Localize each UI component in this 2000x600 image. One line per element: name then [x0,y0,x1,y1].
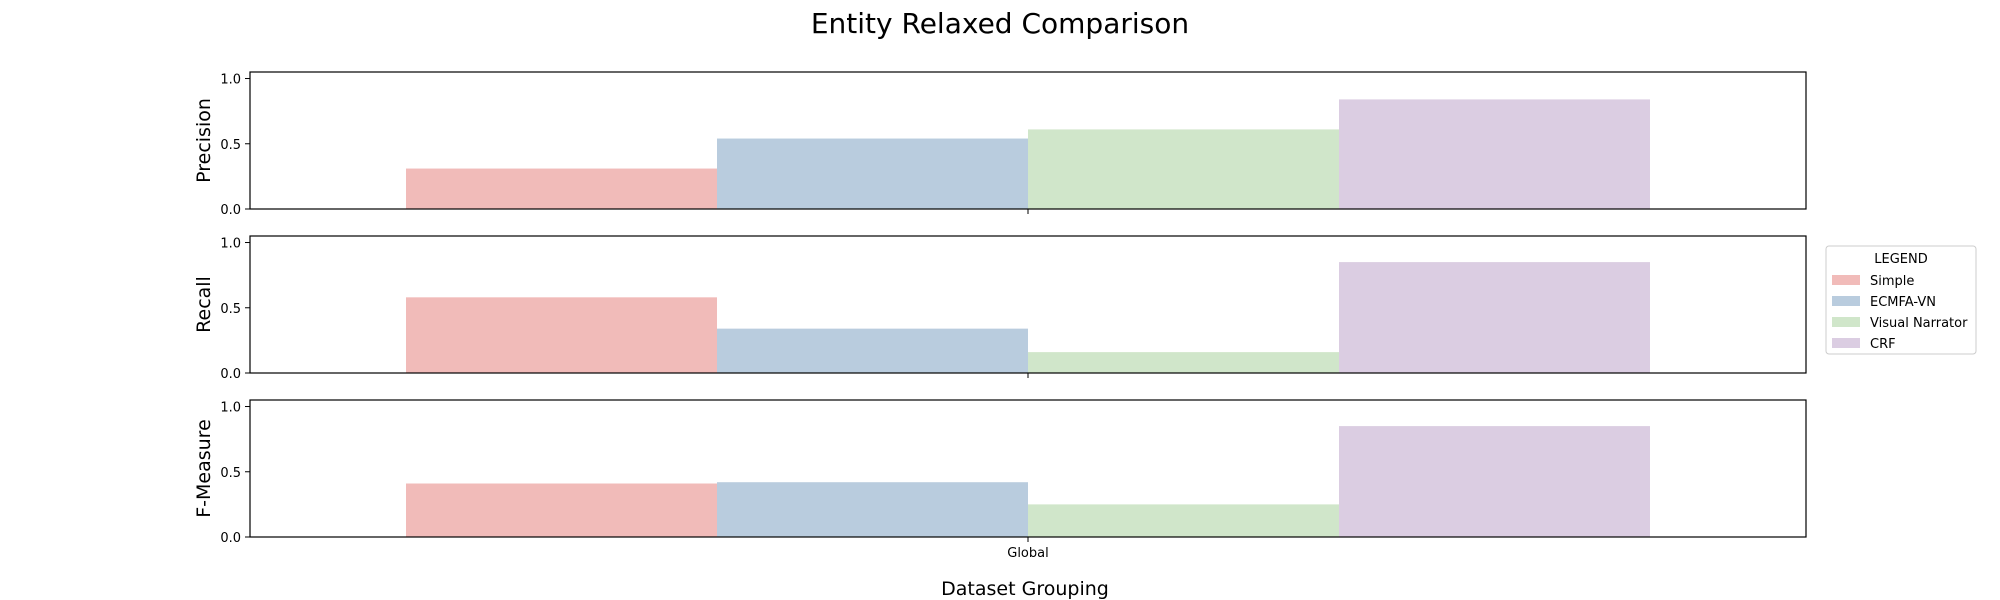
y-tick-label: 0.5 [220,466,241,481]
legend-swatch-ecmfa-vn [1832,296,1860,306]
x-tick-label: Global [1007,546,1048,561]
y-tick-label: 1.0 [220,73,241,88]
y-tick-label: 0.0 [220,531,241,546]
legend: LEGEND Simple ECMFA-VN Visual Narrator CRF [1825,245,1977,355]
chart-title: Entity Relaxed Comparison [811,7,1189,40]
y-tick-label: 0.5 [220,302,241,317]
legend-label-crf: CRF [1870,337,1896,352]
bar-f-measure-visual-narrator [1028,504,1339,537]
legend-frame [1825,245,1977,355]
y-tick-label: 0.5 [220,138,241,153]
bar-precision-visual-narrator [1028,129,1339,209]
legend-swatch-visual-narrator [1832,317,1860,327]
legend-swatch-crf [1832,338,1860,348]
bar-f-measure-simple [406,483,717,537]
bar-f-measure-ecmfa-vn [717,482,1028,537]
bar-precision-ecmfa-vn [717,138,1028,209]
legend-label-simple: Simple [1870,274,1914,289]
chart-panels: 0.0 0.5 1.0 Precision 0.0 0.5 1.0 Recall 0.0 0.5 1… [193,71,1807,561]
bar-precision-crf [1339,99,1650,209]
legend-swatch-simple [1832,275,1860,285]
y-tick-label: 1.0 [220,237,241,252]
legend-label-ecmfa-vn: ECMFA-VN [1870,295,1936,310]
bar-recall-crf [1339,262,1650,373]
legend-label-visual-narrator: Visual Narrator [1870,316,1968,331]
y-axis-label-recall: Recall [193,276,215,333]
bar-recall-simple [406,297,717,373]
bar-recall-visual-narrator [1028,352,1339,373]
y-tick-label: 0.0 [220,203,241,218]
x-axis-label: Dataset Grouping [941,578,1109,600]
legend-title: LEGEND [1874,252,1927,267]
y-axis-label-f-measure: F-Measure [193,419,215,518]
bar-f-measure-crf [1339,426,1650,537]
bar-recall-ecmfa-vn [717,328,1028,373]
y-tick-label: 1.0 [220,401,241,416]
y-axis-label-precision: Precision [193,98,215,183]
y-tick-label: 0.0 [220,367,241,382]
bar-precision-simple [406,168,717,209]
